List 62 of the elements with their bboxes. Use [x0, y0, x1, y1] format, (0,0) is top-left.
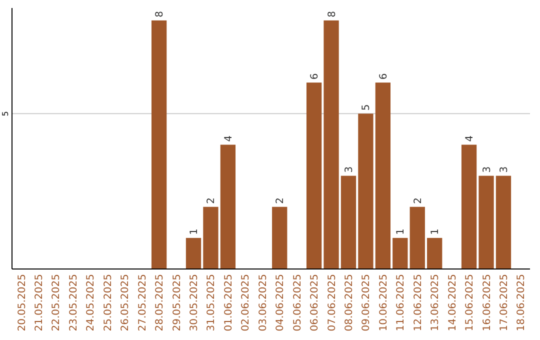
bar — [306, 82, 322, 269]
x-tick-label: 31.05.2025 — [206, 274, 218, 332]
x-tick-label: 13.06.2025 — [430, 274, 442, 332]
x-tick-label: 22.05.2025 — [51, 274, 62, 332]
x-tick-label: 14.06.2025 — [447, 274, 458, 332]
bar — [461, 144, 477, 269]
bar — [392, 238, 408, 269]
data-label: 1 — [430, 228, 442, 235]
bar — [186, 238, 202, 269]
x-tick-label: 23.05.2025 — [68, 274, 80, 332]
x-tick-label: 26.05.2025 — [120, 274, 132, 332]
x-tick-label: 30.05.2025 — [189, 274, 200, 332]
data-label: 5 — [361, 104, 372, 111]
x-tick-label: 24.05.2025 — [86, 274, 97, 332]
data-label: 8 — [154, 11, 166, 18]
data-label: 2 — [206, 197, 218, 204]
data-label: 6 — [310, 73, 321, 80]
x-tick-label: 28.05.2025 — [154, 274, 166, 332]
x-tick-label: 08.06.2025 — [344, 274, 355, 332]
x-tick-label: 11.06.2025 — [396, 274, 407, 332]
x-tick-label: 29.05.2025 — [172, 274, 183, 332]
data-label: 2 — [275, 197, 286, 204]
data-label: 8 — [326, 11, 338, 18]
x-tick-label: 16.06.2025 — [482, 274, 493, 332]
x-tick-label: 03.06.2025 — [258, 274, 269, 332]
data-label: 4 — [464, 135, 476, 142]
bar — [272, 206, 288, 269]
x-tick-label: 27.05.2025 — [137, 274, 148, 332]
bar — [427, 238, 442, 269]
bar — [358, 114, 374, 269]
bar — [151, 20, 167, 269]
data-label: 3 — [344, 166, 355, 173]
data-label: 4 — [223, 135, 234, 142]
data-label: 1 — [189, 228, 200, 235]
x-tick-label: 20.05.2025 — [16, 274, 28, 332]
data-label: 1 — [396, 228, 407, 235]
x-tick-label: 12.06.2025 — [412, 274, 424, 332]
data-label: 6 — [378, 73, 390, 80]
bar — [324, 20, 339, 269]
x-tick-label: 09.06.2025 — [361, 274, 372, 332]
x-tick-label: 21.05.2025 — [34, 274, 46, 332]
bar — [340, 176, 356, 269]
x-tick-label: 25.05.2025 — [102, 274, 114, 332]
data-label: 2 — [412, 197, 424, 204]
bar — [496, 176, 512, 269]
x-tick-label: 02.06.2025 — [240, 274, 252, 332]
bar — [375, 82, 391, 269]
data-label: 3 — [482, 166, 493, 173]
data-label: 3 — [498, 166, 510, 173]
bar — [203, 206, 218, 269]
x-tick-label: 04.06.2025 — [275, 274, 286, 332]
x-tick-label: 01.06.2025 — [223, 274, 234, 332]
x-tick-label: 07.06.2025 — [326, 274, 338, 332]
bar — [478, 176, 494, 269]
x-tick-label: 15.06.2025 — [464, 274, 476, 332]
bar — [410, 206, 425, 269]
x-tick-label: 06.06.2025 — [310, 274, 321, 332]
x-tick-label: 05.06.2025 — [292, 274, 304, 332]
x-tick-label: 18.06.2025 — [516, 274, 528, 332]
bar — [220, 144, 236, 269]
x-tick-label: 10.06.2025 — [378, 274, 390, 332]
x-tick-label: 17.06.2025 — [498, 274, 510, 332]
